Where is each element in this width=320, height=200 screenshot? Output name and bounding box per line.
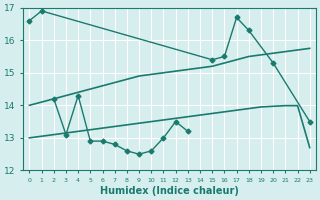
X-axis label: Humidex (Indice chaleur): Humidex (Indice chaleur)	[100, 186, 239, 196]
